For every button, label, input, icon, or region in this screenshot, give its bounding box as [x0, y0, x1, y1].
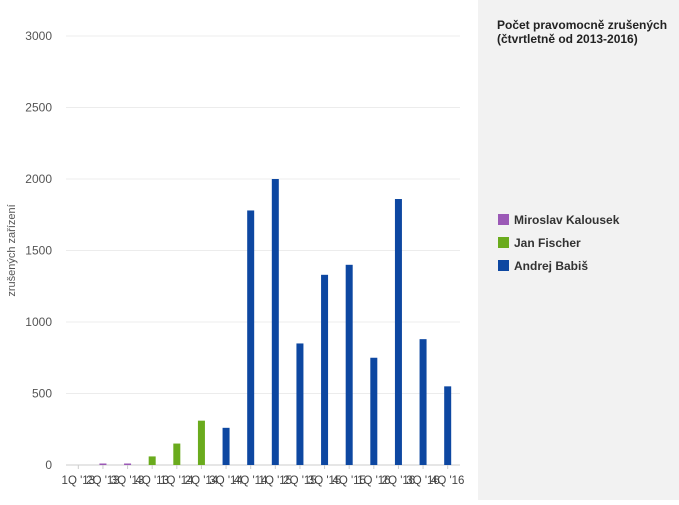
- bar: [222, 427, 230, 465]
- x-tick-label: 2Q '14: [185, 475, 219, 487]
- bar: [345, 264, 353, 465]
- legend-swatch: [498, 260, 509, 271]
- bar: [247, 210, 255, 465]
- x-tick-label: 4Q '15: [332, 475, 366, 487]
- legend-swatch: [498, 214, 509, 225]
- bar: [370, 357, 378, 465]
- bar-chart: 0 500 1000 1500 2000 2500 3000 zrušených zaříze…: [6, 29, 465, 487]
- bar: [394, 199, 402, 465]
- legend-item-kalousek[interactable]: Miroslav Kalousek: [498, 208, 619, 231]
- bar: [271, 179, 279, 465]
- y-tick-label: 0: [45, 458, 52, 472]
- x-tick-label: 3Q '15: [308, 475, 342, 487]
- chart-area: 0 500 1000 1500 2000 2500 3000 zrušených zaříze…: [6, 29, 465, 487]
- y-tick-label: 500: [32, 387, 52, 401]
- legend-label: Miroslav Kalousek: [514, 212, 620, 227]
- y-axis-title: zrušených zařízení: [6, 204, 18, 296]
- x-tick-label: 4Q '14: [234, 475, 268, 487]
- legend-item-fischer[interactable]: Jan Fischer: [498, 231, 619, 254]
- legend-item-babis[interactable]: Andrej Babiš: [498, 254, 619, 277]
- y-tick-label: 1000: [25, 315, 52, 329]
- side-panel: Počet pravomocně zrušených (čtvrtletně o…: [478, 0, 679, 500]
- x-tick-label: 1Q '14: [160, 475, 194, 487]
- x-tick-label: 3Q '13: [111, 475, 145, 487]
- x-tick-label: 1Q '15: [259, 475, 293, 487]
- chart-title: Počet pravomocně zrušených (čtvrtletně o…: [497, 18, 668, 46]
- legend-label: Jan Fischer: [514, 235, 581, 250]
- x-tick-label: 4Q '16: [431, 475, 465, 487]
- x-tick-label: 3Q '16: [406, 475, 440, 487]
- bar: [296, 343, 304, 465]
- legend-swatch: [498, 237, 509, 248]
- x-tick-label: 2Q '13: [86, 475, 120, 487]
- bar: [173, 443, 181, 465]
- bar: [419, 339, 427, 465]
- bar: [148, 456, 156, 465]
- bar: [197, 420, 205, 465]
- y-tick-label: 2500: [25, 101, 52, 115]
- x-tick-label: 3Q '14: [209, 475, 243, 487]
- x-tick-label: 2Q '16: [382, 475, 416, 487]
- bar: [99, 463, 107, 465]
- bar: [124, 463, 132, 465]
- bar: [321, 274, 329, 465]
- y-tick-label: 1500: [25, 244, 52, 258]
- x-tick-label: 1Q '13: [62, 475, 96, 487]
- y-tick-label: 3000: [25, 29, 52, 43]
- bar: [444, 386, 452, 465]
- x-tick-label: 2Q '15: [283, 475, 317, 487]
- x-tick-label: 1Q '16: [357, 475, 391, 487]
- legend-label: Andrej Babiš: [514, 258, 589, 273]
- x-tick-label: 4Q '13: [135, 475, 169, 487]
- y-tick-label: 2000: [25, 172, 52, 186]
- legend: Miroslav Kalousek Jan Fischer Andrej Bab…: [498, 208, 619, 277]
